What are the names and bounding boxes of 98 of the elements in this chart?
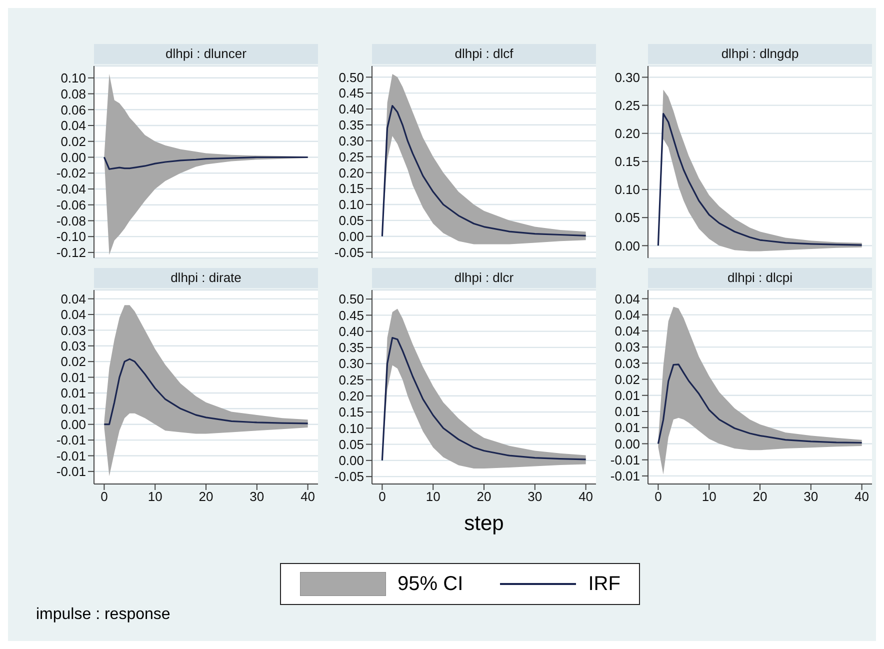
x-tick-label: 30	[250, 489, 264, 504]
y-tick-label: 0.20	[338, 388, 364, 404]
y-tick-label: 0.00	[60, 416, 86, 432]
x-tick-label: 10	[702, 489, 716, 504]
y-tick-label: 0.25	[338, 372, 364, 388]
y-tick-label: 0.01	[60, 370, 86, 385]
y-tick-label: 0.00	[338, 453, 364, 468]
y-tick-label: 0.01	[60, 386, 86, 401]
y-tick-label: -0.06	[56, 197, 86, 212]
y-tick-label: -0.01	[56, 464, 86, 480]
y-tick-label: 0.01	[614, 388, 640, 403]
y-tick-label: 0.15	[614, 154, 640, 170]
y-tick-label: 0.04	[60, 291, 86, 306]
y-tick-label: 0.04	[614, 291, 640, 306]
y-tick-label: 0.20	[614, 126, 640, 141]
x-tick-label: 20	[752, 489, 768, 504]
y-tick-label: 0.01	[60, 401, 86, 416]
y-tick-label: 0.03	[60, 338, 86, 354]
y-tick-label: 0.30	[614, 70, 640, 85]
text: 95% CI	[398, 572, 464, 596]
y-tick-label: 0.45	[338, 86, 364, 101]
chart-title: dlhpi : dlcf	[372, 44, 596, 64]
y-tick-label: 0.04	[614, 324, 640, 339]
line-series	[103, 156, 309, 170]
chart-title: dlhpi : dirate	[94, 268, 318, 288]
x-tick-label: 20	[476, 489, 492, 504]
x-tick-label: 40	[300, 489, 316, 504]
y-tick-label: 0.15	[338, 404, 364, 420]
line-series	[381, 336, 587, 462]
y-tick-label: -0.01	[610, 452, 640, 468]
y-tick-label: 0.01	[614, 420, 640, 436]
y-tick-label: 0.03	[60, 322, 86, 338]
x-tick-label: 40	[854, 489, 870, 504]
line-series	[657, 112, 863, 246]
y-tick-label: 0.03	[614, 340, 640, 355]
y-tick-label: 0.00	[614, 436, 640, 452]
y-tick-label: 0.03	[614, 356, 640, 371]
y-tick-label: 0.25	[614, 98, 640, 113]
y-tick-label: 0.35	[338, 340, 364, 356]
y-tick-label: 0.01	[614, 404, 640, 420]
y-tick-label: 0.40	[338, 324, 364, 339]
y-tick-label: -0.05	[334, 244, 364, 260]
y-tick-label: 0.30	[338, 133, 364, 148]
y-tick-label: 0.20	[338, 165, 364, 180]
y-tick-label: 0.05	[614, 210, 640, 226]
y-tick-label: -0.05	[334, 469, 364, 484]
y-tick-label: 0.10	[338, 420, 364, 436]
y-tick-label: 0.30	[338, 356, 364, 372]
text: impulse : response	[36, 606, 170, 624]
y-tick-label: -0.02	[56, 166, 86, 181]
y-tick-label: 0.00	[614, 238, 640, 254]
y-tick-label: -0.12	[56, 245, 86, 260]
x-tick-label: 40	[578, 489, 594, 504]
y-tick-label: 0.05	[338, 436, 364, 452]
y-tick-label: -0.10	[56, 229, 86, 244]
y-tick-label: -0.01	[56, 448, 86, 464]
y-tick-label: 0.10	[338, 197, 364, 212]
y-tick-label: 0.45	[338, 308, 364, 323]
y-tick-label: -0.04	[56, 182, 86, 197]
y-tick-label: -0.01	[56, 432, 86, 448]
y-tick-label: 0.04	[614, 307, 640, 322]
x-tick-label: 0	[378, 489, 386, 504]
y-tick-label: 0.35	[338, 118, 364, 133]
y-tick-label: 0.04	[60, 118, 86, 134]
chart-title: dlhpi : dlcr	[372, 268, 596, 288]
chart-title: dlhpi : dluncer	[94, 44, 318, 64]
y-tick-label: 0.00	[60, 150, 86, 165]
y-tick-label: 0.04	[60, 307, 86, 322]
y-tick-label: 0.05	[338, 213, 364, 228]
line-series	[381, 105, 587, 238]
y-tick-label: 0.00	[338, 228, 364, 244]
y-tick-label: 0.02	[60, 134, 86, 149]
x-tick-label: 0	[654, 489, 662, 504]
legend-label: IRF	[588, 572, 620, 596]
y-tick-label: -0.01	[610, 468, 640, 484]
x-tick-label: 10	[426, 489, 440, 504]
y-tick-label: 0.50	[338, 70, 364, 85]
y-tick-label: 0.06	[60, 102, 86, 118]
y-tick-label: -0.08	[56, 213, 86, 228]
y-tick-label: 0.08	[60, 86, 86, 102]
chart-title: dlhpi : dlngdp	[648, 44, 872, 64]
chart-title: dlhpi : dlcpi	[648, 268, 872, 288]
line-series	[103, 358, 309, 426]
x-tick-label: 0	[100, 489, 108, 504]
y-tick-label: 0.25	[338, 149, 364, 164]
y-tick-label: 0.10	[60, 70, 86, 86]
x-tick-label: 30	[528, 489, 542, 504]
y-tick-label: 0.15	[338, 181, 364, 196]
x-axis-title: step	[463, 512, 505, 536]
y-tick-label: 0.02	[60, 354, 86, 370]
y-tick-label: 0.40	[338, 102, 364, 117]
x-tick-label: 20	[198, 489, 214, 504]
y-tick-label: 0.02	[614, 372, 640, 387]
x-tick-label: 10	[148, 489, 162, 504]
y-tick-label: 0.10	[614, 182, 640, 198]
y-tick-label: 0.50	[338, 292, 364, 307]
line-series	[657, 364, 863, 445]
x-tick-label: 30	[804, 489, 818, 504]
